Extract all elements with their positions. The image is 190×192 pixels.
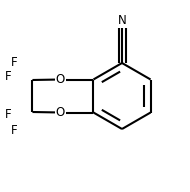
Text: F: F: [5, 108, 12, 122]
Text: F: F: [5, 70, 12, 84]
Text: O: O: [56, 73, 65, 86]
Text: N: N: [118, 13, 126, 26]
Text: F: F: [11, 55, 18, 69]
Text: F: F: [11, 123, 18, 137]
Text: O: O: [56, 106, 65, 119]
